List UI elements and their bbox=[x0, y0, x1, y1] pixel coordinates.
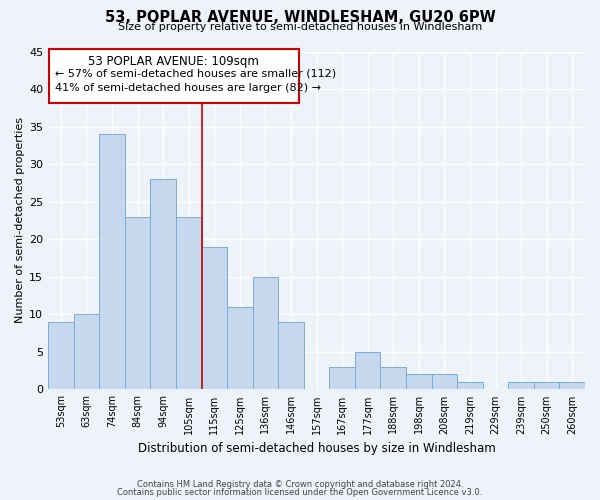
X-axis label: Distribution of semi-detached houses by size in Windlesham: Distribution of semi-detached houses by … bbox=[138, 442, 496, 455]
Bar bbox=[202, 246, 227, 390]
Bar bbox=[99, 134, 125, 390]
Bar bbox=[329, 367, 355, 390]
Bar bbox=[125, 216, 151, 390]
Bar bbox=[227, 307, 253, 390]
Text: ← 57% of semi-detached houses are smaller (112): ← 57% of semi-detached houses are smalle… bbox=[55, 68, 336, 78]
Bar bbox=[534, 382, 559, 390]
Bar bbox=[253, 277, 278, 390]
Text: Contains public sector information licensed under the Open Government Licence v3: Contains public sector information licen… bbox=[118, 488, 482, 497]
Bar bbox=[431, 374, 457, 390]
Bar bbox=[380, 367, 406, 390]
Text: 41% of semi-detached houses are larger (82) →: 41% of semi-detached houses are larger (… bbox=[55, 83, 321, 93]
Bar bbox=[49, 49, 299, 102]
Bar bbox=[457, 382, 483, 390]
Text: 53 POPLAR AVENUE: 109sqm: 53 POPLAR AVENUE: 109sqm bbox=[88, 54, 259, 68]
Bar bbox=[406, 374, 431, 390]
Bar bbox=[355, 352, 380, 390]
Bar bbox=[278, 322, 304, 390]
Bar bbox=[559, 382, 585, 390]
Text: 53, POPLAR AVENUE, WINDLESHAM, GU20 6PW: 53, POPLAR AVENUE, WINDLESHAM, GU20 6PW bbox=[104, 10, 496, 25]
Text: Contains HM Land Registry data © Crown copyright and database right 2024.: Contains HM Land Registry data © Crown c… bbox=[137, 480, 463, 489]
Y-axis label: Number of semi-detached properties: Number of semi-detached properties bbox=[15, 118, 25, 324]
Bar bbox=[508, 382, 534, 390]
Bar bbox=[74, 314, 99, 390]
Bar bbox=[48, 322, 74, 390]
Text: Size of property relative to semi-detached houses in Windlesham: Size of property relative to semi-detach… bbox=[118, 22, 482, 32]
Bar bbox=[176, 216, 202, 390]
Bar bbox=[151, 179, 176, 390]
